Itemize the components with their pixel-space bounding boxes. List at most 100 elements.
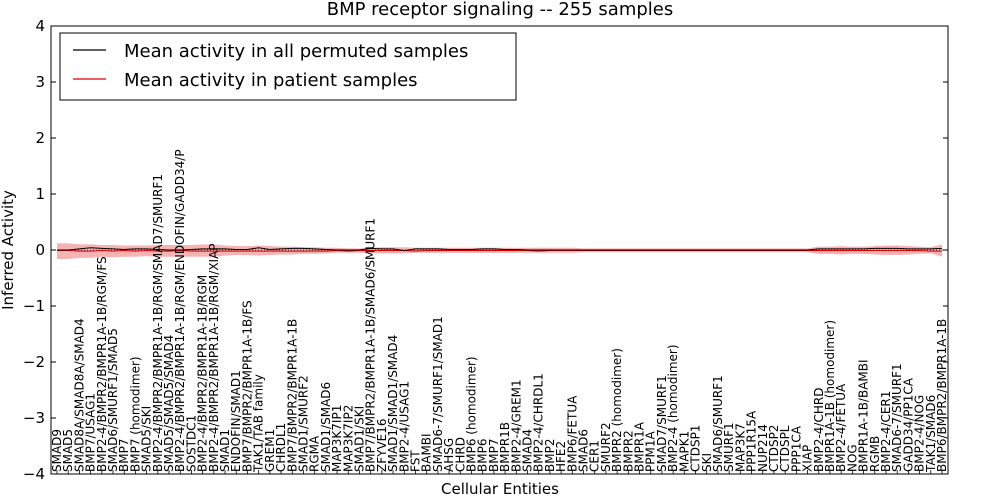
x-tick-label: SMAD4 bbox=[521, 429, 535, 472]
x-tick-label: SMAD8A/SMAD8A/SMAD4 bbox=[72, 318, 86, 472]
x-tick-label: CTDSPL bbox=[778, 425, 792, 472]
x-tick-label: AHSG bbox=[442, 438, 456, 472]
x-tick-label: BMP7 bbox=[117, 439, 131, 472]
x-tick-label: BMPR1B bbox=[498, 422, 512, 472]
x-tick-label: BMP2-4/BMPR2/BMPR1A-1B/RGM/XIAP bbox=[207, 243, 221, 472]
x-tick-label: BMP6/BMPR2/BMPR1A-1B bbox=[935, 319, 949, 472]
x-tick-label: TAK1/TAB family bbox=[252, 374, 266, 473]
x-tick-label: SMAD6-7/SMURF1 bbox=[890, 363, 904, 472]
chart-title: BMP receptor signaling -- 255 samples bbox=[327, 0, 674, 20]
x-tick-label: BMP2-4/CHRD bbox=[812, 388, 826, 472]
x-tick-label: PPP1R15A bbox=[745, 410, 759, 472]
x-tick-label: HFE2 bbox=[554, 441, 568, 472]
x-tick-label: ENDOFIN/SMAD1 bbox=[229, 370, 243, 472]
x-tick-label: SMAD1 bbox=[218, 429, 232, 472]
y-tick-label: −2 bbox=[23, 353, 45, 371]
x-tick-label: BMP6/FETUA bbox=[565, 395, 579, 472]
x-tick-label: NOG bbox=[845, 444, 859, 472]
x-tick-label: BMP2-4/NOG bbox=[913, 395, 927, 472]
series-line-layer bbox=[57, 247, 943, 252]
y-tick-label: 4 bbox=[35, 17, 45, 35]
x-tick-label: SMURF2 bbox=[599, 422, 613, 472]
y-axis-label: Inferred Activity bbox=[0, 190, 17, 310]
x-tick-label: PPM1A bbox=[644, 431, 658, 472]
x-tick-label: XIAP bbox=[801, 445, 815, 472]
x-tick-label: BMP2-4/BMPR2/BMPR1A-1B/RGM/ENDOFIN/GADD3… bbox=[173, 149, 187, 472]
x-tick-label: BMP7/USAG1 bbox=[84, 393, 98, 472]
x-tick-label: BMP7 (homodimer) bbox=[128, 356, 142, 472]
confidence-band-layer bbox=[57, 243, 942, 259]
x-tick-label: BAMBI bbox=[420, 433, 434, 472]
x-tick-label: RGMB bbox=[868, 436, 882, 472]
x-tick-label: ZFYVE16 bbox=[375, 418, 389, 472]
x-tick-label: BMP7/BMPR2/BMPR1A-1B/FS bbox=[240, 300, 254, 472]
axes-layer: −4 −3 −2 −1 0 1 2 3 4 bbox=[23, 17, 949, 483]
permuted-mean-line bbox=[57, 247, 943, 252]
y-tick-label: 1 bbox=[35, 185, 45, 203]
x-tick-label: SMAD1/SMAD1/SMAD4 bbox=[386, 335, 400, 472]
x-tick-label: SMAD1/SKI bbox=[352, 406, 366, 472]
x-tick-label: SMAD5/SKI bbox=[140, 406, 154, 472]
x-tick-label: BMP2-4/CER1 bbox=[879, 391, 893, 472]
x-tick-label: BMP2-4/CHRDL1 bbox=[532, 373, 546, 472]
x-tick-label: BMPR1A bbox=[633, 421, 647, 472]
y-tick-label: 0 bbox=[35, 241, 45, 259]
x-tick-label: BMPR2 bbox=[621, 430, 635, 472]
x-tick-label: BMP2 bbox=[543, 439, 557, 472]
x-tick-label: BMP2-4/BMPR2/BMPR1A-1B/RGM/SMAD7/SMURF1 bbox=[151, 174, 165, 472]
x-tick-label: BMP7/BMPR2/BMPR1A-1B/SMAD6/SMURF1 bbox=[364, 218, 378, 472]
x-tick-label: SMAD1/SMURF2 bbox=[296, 375, 310, 472]
x-tick-label: CHRDL1 bbox=[274, 423, 288, 472]
y-tick-label: 3 bbox=[35, 73, 45, 91]
x-tick-label: NUP214 bbox=[756, 424, 770, 472]
x-tick-label: BMP2-4/BMPR2/BMPR1A-1B/RGM bbox=[196, 275, 210, 472]
x-tick-label: SOSTDC1 bbox=[184, 415, 198, 472]
x-tick-label: SKI bbox=[700, 453, 714, 472]
x-tick-label: BMPR2 (homodimer) bbox=[610, 348, 624, 472]
x-tick-label: BMPR1A-1B (homodimer) bbox=[823, 320, 837, 472]
x-tick-label: SMAD5/SMAD5/SMAD4 bbox=[162, 335, 176, 472]
x-tick-label-layer: SMAD9SMAD5SMAD8A/SMAD8A/SMAD4BMP7/USAG1B… bbox=[50, 149, 949, 473]
x-tick-label: BMP6 (homodimer) bbox=[464, 356, 478, 472]
x-tick-label: BMP2-4/FETUA bbox=[834, 383, 848, 472]
x-tick-label: RGMA bbox=[308, 435, 322, 472]
legend-label-permuted: Mean activity in all permuted samples bbox=[124, 41, 468, 62]
y-tick-label: 2 bbox=[35, 129, 45, 147]
patient-mean-line bbox=[57, 250, 942, 252]
x-tick-label: SMURF1 bbox=[722, 422, 736, 472]
x-tick-label: SMAD1/SMAD6 bbox=[319, 382, 333, 472]
legend-box bbox=[59, 32, 517, 101]
legend: Mean activity in all permuted samples Me… bbox=[59, 32, 517, 101]
x-tick-label: SMAD6/SMURF1/SMAD5 bbox=[106, 328, 120, 472]
x-axis-label: Cellular Entities bbox=[441, 480, 559, 498]
x-tick-label: BMP2-4/USAG1 bbox=[397, 381, 411, 472]
x-tick-label: CTDSP2 bbox=[767, 425, 781, 472]
x-tick-label: BMP7 bbox=[487, 439, 501, 472]
x-tick-label: MAP3K7IP2 bbox=[341, 405, 355, 472]
y-tick-label: −4 bbox=[23, 465, 45, 483]
x-tick-label: GADD34/PP1CA bbox=[901, 377, 915, 472]
x-tick-label: PPP1CA bbox=[789, 425, 803, 472]
x-tick-label: SMAD9 bbox=[50, 429, 64, 472]
x-tick-label: BMP7/BMPR2/BMPR1A-1B bbox=[285, 319, 299, 472]
x-tick-label: CTDSP1 bbox=[689, 425, 703, 472]
x-tick-label: BMP2-4/BMPR2/BMPR1A-1B/RGM/FS bbox=[95, 256, 109, 472]
patient-confidence-band bbox=[57, 243, 942, 259]
x-tick-label: TAK1/SMAD6 bbox=[924, 395, 938, 473]
x-tick-label: MAP3K7IP1 bbox=[330, 405, 344, 472]
x-tick-label: BMP2-4/GREM1 bbox=[509, 379, 523, 472]
y-tick-label: −3 bbox=[23, 409, 45, 427]
legend-label-patient: Mean activity in patient samples bbox=[124, 70, 418, 91]
x-tick-label: FST bbox=[408, 450, 422, 472]
x-tick-label: SMAD7/SMURF1 bbox=[655, 375, 669, 472]
x-tick-label: SMAD6-7/SMURF1/SMAD1 bbox=[431, 316, 445, 472]
x-tick-label: SMAD5 bbox=[61, 429, 75, 472]
x-tick-label: MAP3K7 bbox=[733, 423, 747, 472]
x-tick-label: SMAD6 bbox=[577, 429, 591, 472]
x-tick-label: GREM1 bbox=[263, 429, 277, 472]
x-tick-label: BMP6 bbox=[476, 439, 490, 472]
x-tick-label: MAPK1 bbox=[677, 431, 691, 472]
x-tick-label: SMAD6/SMURF1 bbox=[711, 375, 725, 472]
x-tick-label: CER1 bbox=[588, 440, 602, 472]
